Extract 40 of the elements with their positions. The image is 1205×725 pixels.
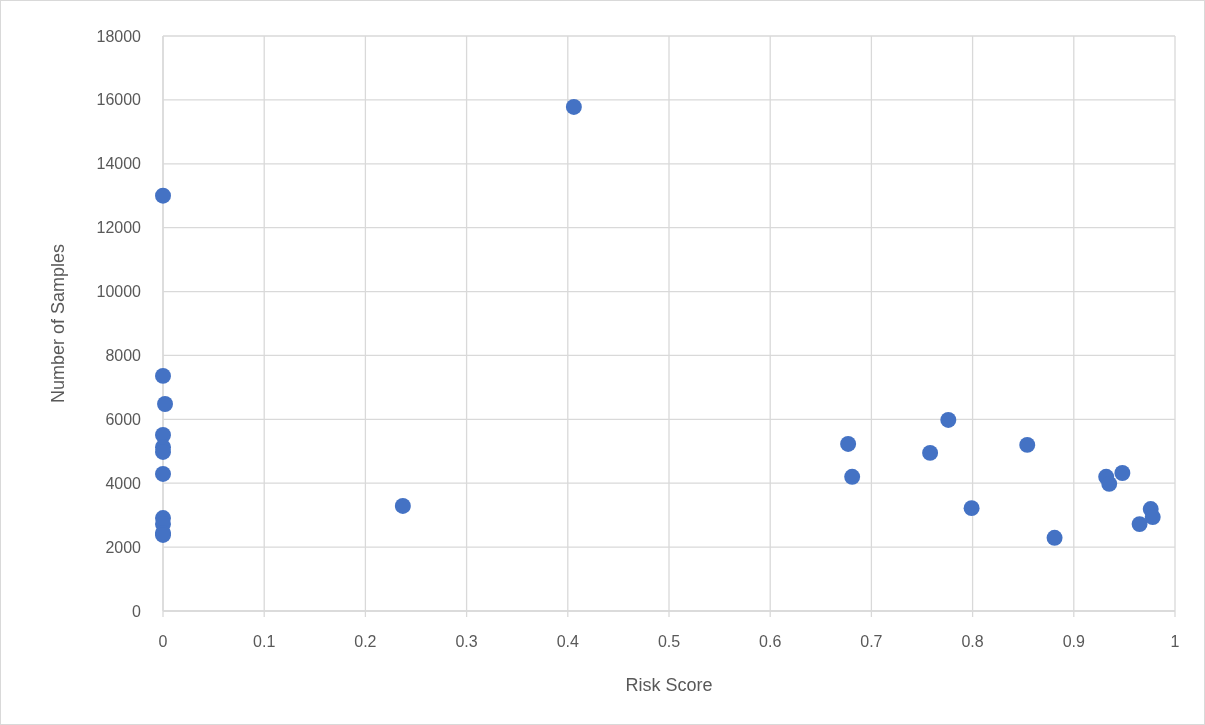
point [844, 468, 861, 485]
y-tick-label: 4000 [105, 474, 142, 492]
y-tick-label: 8000 [105, 347, 142, 365]
point [1101, 475, 1118, 492]
point [922, 444, 939, 461]
y-tick-label: 18000 [96, 27, 142, 45]
point [840, 435, 857, 452]
point [1144, 509, 1161, 526]
x-tick-label: 0.8 [961, 633, 984, 650]
y-tick-label: 6000 [105, 410, 142, 428]
y-tick-label: 12000 [96, 219, 142, 237]
x-tick-label: 0.9 [1062, 633, 1086, 650]
y-axis-title: Number of Samples [48, 243, 68, 404]
point [155, 367, 171, 384]
point [1114, 465, 1131, 481]
point [155, 466, 171, 482]
x-tick-label: 0.1 [253, 633, 276, 650]
y-tick-label: 2000 [105, 538, 142, 556]
x-tick-label: 0 [158, 633, 168, 650]
x-tick-label: 1 [1170, 633, 1180, 650]
x-tick-label: 0.2 [354, 633, 377, 650]
x-tick-label: 0.5 [657, 633, 681, 650]
y-tick-label: 16000 [96, 91, 142, 109]
point [1019, 436, 1036, 453]
x-tick-label: 0.4 [556, 633, 580, 650]
y-tick-label: 0 [132, 602, 142, 620]
point [157, 396, 173, 412]
x-tick-label: 0.6 [759, 633, 782, 650]
x-axis-title: Risk Score [625, 675, 713, 695]
point [565, 98, 582, 115]
point [155, 187, 171, 204]
point [1046, 529, 1063, 546]
x-tick-label: 0.7 [860, 633, 883, 650]
y-tick-label: 14000 [96, 155, 142, 173]
point [940, 412, 957, 428]
point [394, 497, 411, 514]
point [963, 500, 980, 517]
y-tick-label: 10000 [96, 283, 142, 301]
x-tick-label: 0.3 [455, 633, 478, 650]
point [1131, 516, 1148, 533]
